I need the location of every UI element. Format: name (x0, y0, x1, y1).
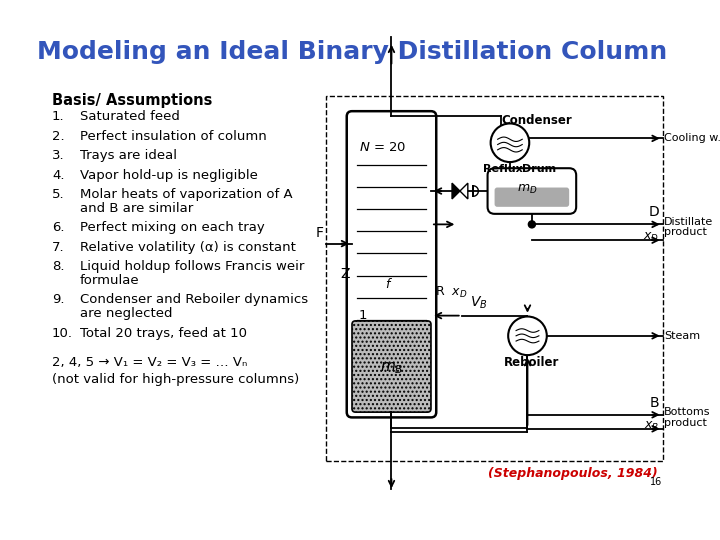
Text: 8.: 8. (52, 260, 64, 273)
Text: are neglected: are neglected (80, 307, 173, 320)
Text: 2, 4, 5 → V₁ = V₂ = V₃ = … Vₙ: 2, 4, 5 → V₁ = V₂ = V₃ = … Vₙ (52, 356, 247, 369)
Text: Vapor hold-up is negligible: Vapor hold-up is negligible (80, 168, 258, 182)
Text: 7.: 7. (52, 241, 65, 254)
FancyBboxPatch shape (495, 187, 570, 207)
Text: B: B (649, 395, 659, 409)
Text: $m_B$: $m_B$ (379, 360, 403, 376)
Text: 16: 16 (650, 477, 662, 487)
Text: f: f (385, 279, 390, 292)
Text: Perfect insulation of column: Perfect insulation of column (80, 130, 266, 143)
Text: formulae: formulae (80, 274, 140, 287)
Text: Liquid holdup follows Francis weir: Liquid holdup follows Francis weir (80, 260, 305, 273)
Text: Reboiler: Reboiler (504, 356, 559, 369)
Text: Bottoms: Bottoms (665, 407, 711, 417)
Polygon shape (452, 183, 460, 199)
Text: $x_D$: $x_D$ (643, 231, 659, 244)
Text: (not valid for high-pressure columns): (not valid for high-pressure columns) (52, 373, 300, 386)
Text: 3.: 3. (52, 150, 65, 163)
Text: Basis/ Assumptions: Basis/ Assumptions (52, 93, 212, 108)
Text: product: product (665, 417, 707, 428)
Text: 1: 1 (359, 309, 367, 322)
FancyBboxPatch shape (347, 111, 436, 417)
Text: Total 20 trays, feed at 10: Total 20 trays, feed at 10 (80, 327, 247, 340)
Text: Steam: Steam (665, 331, 701, 341)
Circle shape (490, 124, 529, 162)
Text: 5.: 5. (52, 188, 65, 201)
Polygon shape (460, 183, 468, 199)
Text: $x_B$: $x_B$ (644, 420, 659, 433)
Text: 4.: 4. (52, 168, 64, 182)
Text: $V_B$: $V_B$ (470, 294, 488, 310)
Text: Modeling an Ideal Binary Distillation Column: Modeling an Ideal Binary Distillation Co… (37, 40, 667, 64)
Text: Condenser and Reboiler dynamics: Condenser and Reboiler dynamics (80, 293, 308, 306)
Circle shape (508, 316, 546, 355)
Text: Reflux: Reflux (483, 164, 523, 174)
Circle shape (528, 221, 536, 228)
Text: Condenser: Condenser (501, 114, 572, 127)
Text: $m_D$: $m_D$ (517, 183, 538, 196)
Text: (Stephanopoulos, 1984): (Stephanopoulos, 1984) (488, 467, 658, 480)
Text: Molar heats of vaporization of A: Molar heats of vaporization of A (80, 188, 292, 201)
Text: 10.: 10. (52, 327, 73, 340)
Text: and B are similar: and B are similar (80, 202, 193, 215)
Text: Distillate: Distillate (665, 217, 714, 227)
Text: Perfect mixing on each tray: Perfect mixing on each tray (80, 221, 265, 234)
Text: 9.: 9. (52, 293, 64, 306)
Text: R  $x_D$: R $x_D$ (436, 285, 468, 300)
Text: 6.: 6. (52, 221, 64, 234)
FancyBboxPatch shape (352, 321, 431, 412)
Text: product: product (665, 227, 707, 237)
Text: 1.: 1. (52, 110, 65, 123)
Text: Relative volatility (α) is constant: Relative volatility (α) is constant (80, 241, 296, 254)
Text: $N$ = 20: $N$ = 20 (359, 140, 406, 154)
Text: Cooling w.: Cooling w. (665, 133, 720, 144)
Text: D: D (648, 205, 659, 219)
Text: Drum: Drum (522, 164, 557, 174)
Text: Saturated feed: Saturated feed (80, 110, 180, 123)
Text: Trays are ideal: Trays are ideal (80, 150, 177, 163)
FancyBboxPatch shape (487, 168, 576, 214)
Text: F: F (316, 226, 324, 240)
Text: 2.: 2. (52, 130, 65, 143)
Text: Z: Z (341, 267, 350, 281)
